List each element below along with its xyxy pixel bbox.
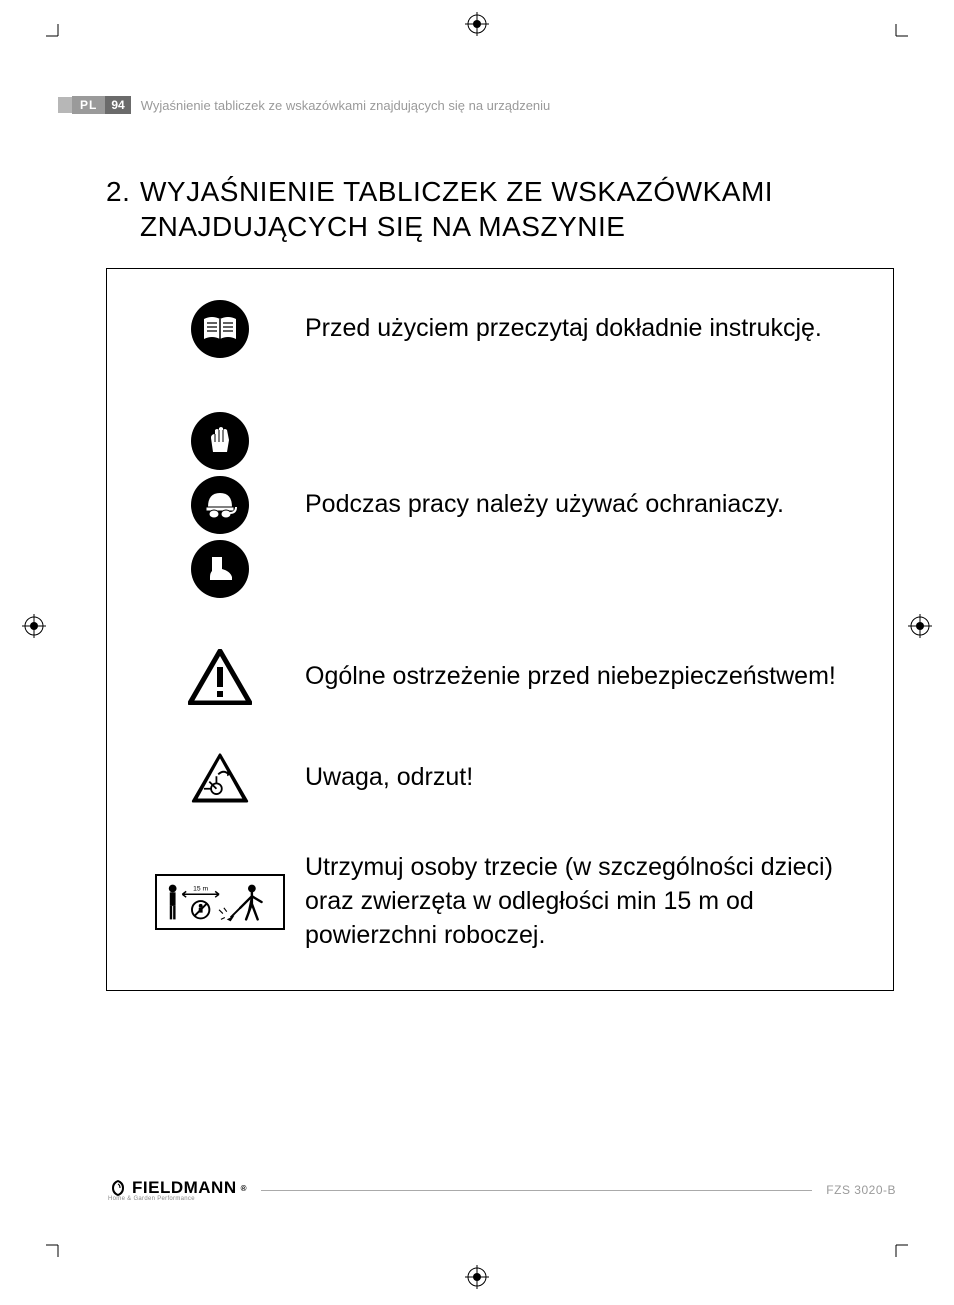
keep-distance-icon: 15 m	[155, 874, 285, 930]
symbol-row-ppe: Podczas pracy należy używać ochraniaczy.	[135, 409, 865, 601]
helmet-goggles-icon	[191, 476, 249, 534]
symbol-desc: Przed użyciem przeczytaj dokładnie instr…	[305, 312, 822, 346]
brand-block: FIELDMANN® Home & Garden Performance	[108, 1178, 247, 1202]
running-head-text: Wyjaśnienie tabliczek ze wskazówkami zna…	[141, 98, 551, 113]
registration-mark-right	[908, 614, 932, 638]
kickback-triangle-icon	[191, 753, 249, 803]
page-content: PL 94 Wyjaśnienie tabliczek ze wskazówka…	[58, 36, 896, 1226]
symbols-box: Przed użyciem przeczytaj dokładnie instr…	[106, 268, 894, 991]
symbol-row-distance: 15 m Utrzym	[135, 851, 865, 952]
brand-swirl-icon	[108, 1178, 128, 1198]
registration-mark-left	[22, 614, 46, 638]
page-footer: FIELDMANN® Home & Garden Performance FZS…	[108, 1178, 896, 1202]
registration-mark-bottom	[465, 1265, 489, 1289]
read-manual-icon	[191, 300, 249, 358]
footer-rule	[261, 1190, 812, 1191]
running-header: PL 94 Wyjaśnienie tabliczek ze wskazówka…	[58, 96, 896, 114]
icon-cell	[135, 753, 305, 803]
symbol-desc: Ogólne ostrzeżenie przed niebezpieczeńst…	[305, 660, 836, 694]
section-number: 2.	[106, 174, 140, 209]
symbol-desc: Podczas pracy należy używać ochraniaczy.	[305, 488, 784, 522]
header-gray-bar	[58, 97, 72, 113]
symbol-desc: Utrzymuj osoby trzecie (w szczególności …	[305, 851, 865, 952]
crop-mark-bl	[46, 1233, 70, 1257]
gloves-icon	[191, 412, 249, 470]
symbol-row-warning: Ogólne ostrzeżenie przed niebezpieczeńst…	[135, 649, 865, 705]
icon-cell	[135, 649, 305, 705]
symbol-desc: Uwaga, odrzut!	[305, 761, 473, 795]
section-title-line2: ZNAJDUJĄCYCH SIĘ NA MASZYNIE	[140, 209, 896, 244]
icon-cell	[135, 297, 305, 361]
page-number-badge: 94	[105, 96, 130, 114]
symbol-row-read-manual: Przed użyciem przeczytaj dokładnie instr…	[135, 297, 865, 361]
model-number: FZS 3020-B	[826, 1183, 896, 1197]
boots-icon	[191, 540, 249, 598]
language-badge: PL	[72, 96, 105, 114]
brand-name: FIELDMANN	[132, 1178, 237, 1198]
section-title-line1: WYJAŚNIENIE TABLICZEK ZE WSKAZÓWKAMI	[140, 176, 773, 207]
distance-label-svg: 15 m	[193, 885, 208, 892]
icon-cell: 15 m	[135, 874, 305, 930]
crop-mark-br	[884, 1233, 908, 1257]
section-title: 2.WYJAŚNIENIE TABLICZEK ZE WSKAZÓWKAMI Z…	[106, 174, 896, 244]
symbol-row-kickback: Uwaga, odrzut!	[135, 753, 865, 803]
warning-triangle-icon	[188, 649, 252, 705]
registration-mark-top	[465, 12, 489, 36]
icon-cell	[135, 409, 305, 601]
